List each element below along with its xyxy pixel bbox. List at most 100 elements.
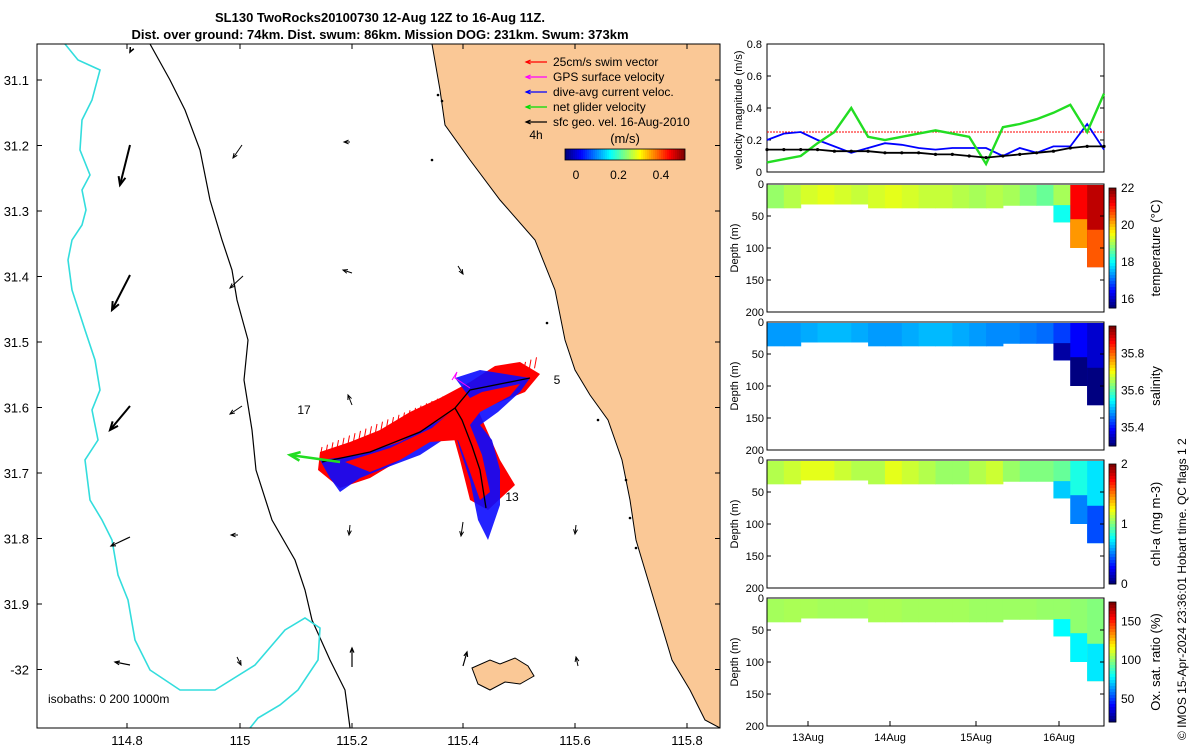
map-colorbar-cell xyxy=(661,149,664,160)
section-colorbar-cell xyxy=(1109,602,1116,606)
section-colorbar-cell xyxy=(1109,548,1116,552)
section-y-label: Depth (m) xyxy=(729,362,741,411)
section-colorbar-cell xyxy=(1109,656,1116,660)
section-colorbar-cell xyxy=(1109,392,1116,396)
map-colorbar-cell xyxy=(645,149,648,160)
section-cell-deep xyxy=(1053,619,1071,637)
section-colorbar-cell xyxy=(1109,386,1116,390)
section-colorbar-cell xyxy=(1109,515,1116,519)
section-y-tick-label: 200 xyxy=(746,583,764,595)
section-colorbar-tick: 22 xyxy=(1121,181,1135,195)
section-colorbar-cell xyxy=(1109,227,1116,231)
map-colorbar-cell xyxy=(677,149,680,160)
section-y-tick-label: 100 xyxy=(746,381,764,393)
map-colorbar-cell xyxy=(639,149,642,160)
section-colorbar-cell xyxy=(1109,620,1116,624)
section-colorbar-cell xyxy=(1109,437,1116,441)
section-colorbar-cell xyxy=(1109,188,1116,192)
section-colorbar-cell xyxy=(1109,305,1116,309)
section-colorbar-cell xyxy=(1109,503,1116,507)
section-y-tick-label: 50 xyxy=(752,211,764,223)
velocity-y-tick-label-1: 0.2 xyxy=(747,135,762,147)
geo-velocity-arrow xyxy=(459,521,465,538)
section-cell xyxy=(935,461,953,485)
map-colorbar-cell xyxy=(667,149,670,160)
velocity-point xyxy=(765,148,769,152)
swim-vector-tick xyxy=(391,417,394,429)
section-cell xyxy=(1002,461,1021,482)
section-colorbar-cell xyxy=(1109,272,1116,276)
section-cell xyxy=(918,599,936,623)
map-y-tick-label-1: 31.2 xyxy=(4,139,29,154)
section-colorbar-cell xyxy=(1109,569,1116,573)
map-colorbar-cell xyxy=(675,149,678,160)
section-cell xyxy=(800,185,819,205)
rock-dot xyxy=(436,93,440,97)
section-colorbar-cell xyxy=(1109,476,1116,480)
section-colorbar-cell xyxy=(1109,512,1116,516)
section-colorbar-cell xyxy=(1109,401,1116,405)
time-tick-label-2: 15Aug xyxy=(960,732,992,744)
velocity-series-2 xyxy=(766,122,1105,157)
velocity-y-label: velocity magnitude (m/s) xyxy=(733,50,745,169)
legend-swatch-3-head xyxy=(524,89,531,95)
geo-velocity-arrow-shaft xyxy=(229,275,244,289)
section-cell xyxy=(986,599,1004,623)
section-y-tick-label: 100 xyxy=(746,243,764,255)
section-panel-4: 0 50 100 150 200 Depth (m) 50 100 150 Ox. sat. ra… xyxy=(729,593,1163,733)
section-cell xyxy=(868,185,886,209)
section-colorbar-cell xyxy=(1109,206,1116,210)
section-colorbar-cell xyxy=(1109,296,1116,300)
section-panel-1: 0 50 100 150 200 Depth (m) 16 18 20 22 temperature… xyxy=(729,179,1163,319)
map-colorbar-cell xyxy=(607,149,610,160)
map-colorbar-cell xyxy=(663,149,666,160)
section-colorbar-cell xyxy=(1109,344,1116,348)
section-colorbar-cell xyxy=(1109,641,1116,645)
section-cell-deep xyxy=(1053,481,1071,499)
legend-swatch-3 xyxy=(524,89,547,95)
section-colorbar-cell xyxy=(1109,473,1116,477)
section-cell xyxy=(868,323,886,347)
section-y-label: Depth (m) xyxy=(729,500,741,549)
section-cell xyxy=(817,185,835,205)
geo-velocity-arrow-head xyxy=(574,655,580,663)
section-cell xyxy=(969,323,987,347)
section-colorbar-cell xyxy=(1109,635,1116,639)
section-colorbar-cell xyxy=(1109,557,1116,561)
velocity-point xyxy=(950,152,954,156)
section-colorbar-cell xyxy=(1109,428,1116,432)
map-y-tick-label-9: -32 xyxy=(10,663,29,678)
map-colorbar-cell xyxy=(595,149,598,160)
geo-velocity-arrow-head xyxy=(109,541,117,547)
section-colorbar-cell xyxy=(1109,218,1116,222)
geo-velocity-arrow-shaft xyxy=(342,269,353,274)
section-colorbar-cell xyxy=(1109,260,1116,264)
geo-velocity-arrow-head xyxy=(347,530,352,537)
swim-vector-tick xyxy=(413,407,416,419)
geo-velocity-arrow xyxy=(232,144,243,160)
section-colorbar-cell xyxy=(1109,677,1116,681)
section-colorbar-label: salinity xyxy=(1148,366,1163,406)
time-tick-label-3: 16Aug xyxy=(1043,732,1075,744)
velocity-y-tick-label-4: 0.8 xyxy=(747,39,762,51)
velocity-point xyxy=(815,148,820,152)
geo-velocity-arrow-shaft xyxy=(229,405,243,415)
section-colorbar-cell xyxy=(1109,680,1116,684)
geo-velocity-arrow-head xyxy=(229,532,236,538)
glider-track-2 xyxy=(454,407,487,509)
section-cell xyxy=(986,461,1004,485)
section-cell xyxy=(884,185,903,209)
section-cell xyxy=(952,599,970,623)
geo-velocity-arrow xyxy=(574,655,580,667)
section-colorbar-cell xyxy=(1109,347,1116,351)
rock-dot xyxy=(545,321,549,325)
section-colorbar-cell xyxy=(1109,509,1116,513)
geo-velocity-arrow-shaft xyxy=(232,144,243,159)
swim-vector-tick xyxy=(440,396,444,408)
geo-velocity-arrow-head xyxy=(347,393,352,401)
section-colorbar-cell xyxy=(1109,500,1116,504)
section-cell xyxy=(1036,185,1054,206)
geo-velocity-arrow-head xyxy=(113,660,121,666)
section-colorbar-cell xyxy=(1109,374,1116,378)
